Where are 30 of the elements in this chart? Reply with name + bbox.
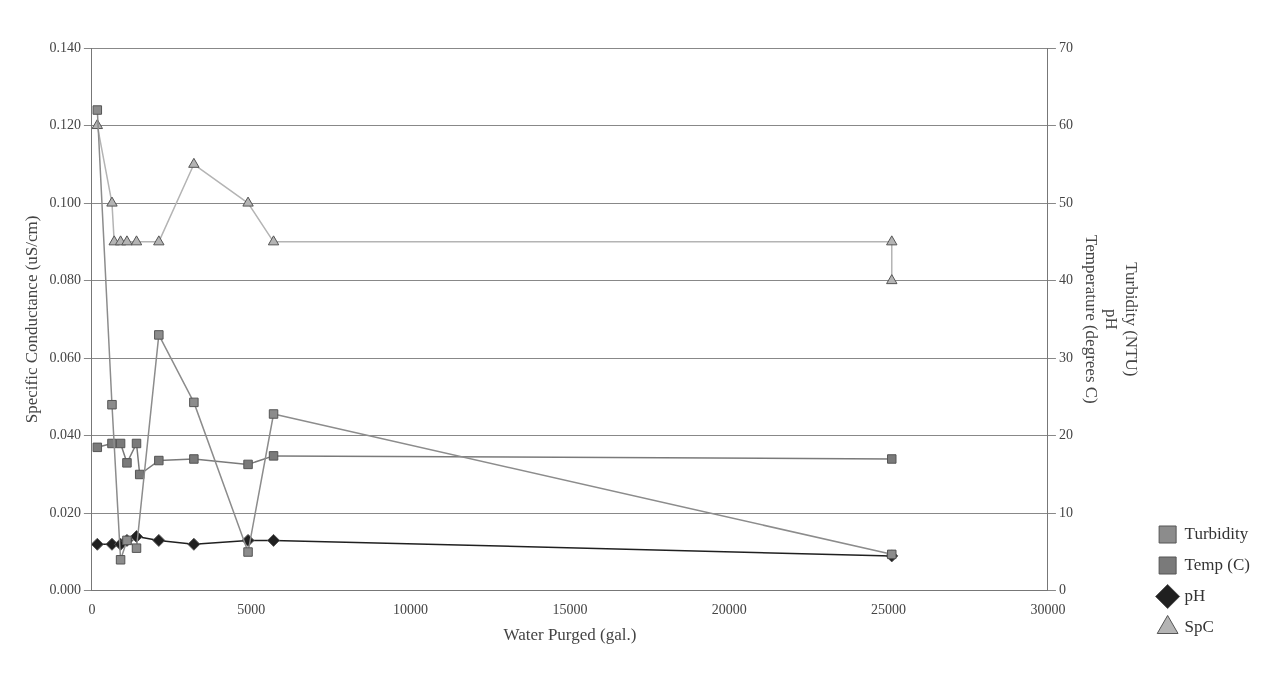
y2-tick-label: 70 <box>1058 39 1073 55</box>
y-tick-label: 0.100 <box>49 194 81 210</box>
y-axis-title: Specific Conductance (uS/cm) <box>21 215 41 424</box>
y-tick-label: 0.060 <box>49 349 81 365</box>
y2-tick-label: 0 <box>1058 582 1066 598</box>
y2-tick-label: 10 <box>1058 504 1073 520</box>
y-tick-label: 0.000 <box>49 582 81 598</box>
y-tick-label: 0.120 <box>49 117 81 133</box>
y-tick-label: 0.040 <box>49 427 81 443</box>
x-tick-label: 30000 <box>1030 601 1066 617</box>
x-tick-label: 20000 <box>711 601 747 617</box>
legend-label: pH <box>1184 585 1206 605</box>
y2-tick-label: 40 <box>1058 272 1073 288</box>
x-tick-label: 0 <box>88 601 96 617</box>
y-tick-label: 0.020 <box>49 504 81 520</box>
x-tick-label: 25000 <box>871 601 907 617</box>
y2-tick-label: 20 <box>1058 427 1073 443</box>
x-tick-label: 10000 <box>393 601 429 617</box>
y2-axis-title: Turbidity (NTU) pH Temperature (degrees C) <box>1081 235 1142 404</box>
legend-label: Turbidity <box>1184 523 1249 543</box>
y2-tick-label: 60 <box>1058 117 1073 133</box>
x-axis-title: Water Purged (gal.) <box>503 625 637 645</box>
legend-label: SpC <box>1184 616 1214 636</box>
y-tick-label: 0.080 <box>49 272 81 288</box>
x-tick-label: 5000 <box>237 601 266 617</box>
x-tick-label: 15000 <box>552 601 588 617</box>
y2-tick-label: 50 <box>1058 194 1073 210</box>
y2-tick-label: 30 <box>1058 349 1073 365</box>
legend-label: Temp (C) <box>1184 554 1251 574</box>
y-tick-label: 0.140 <box>49 39 81 55</box>
